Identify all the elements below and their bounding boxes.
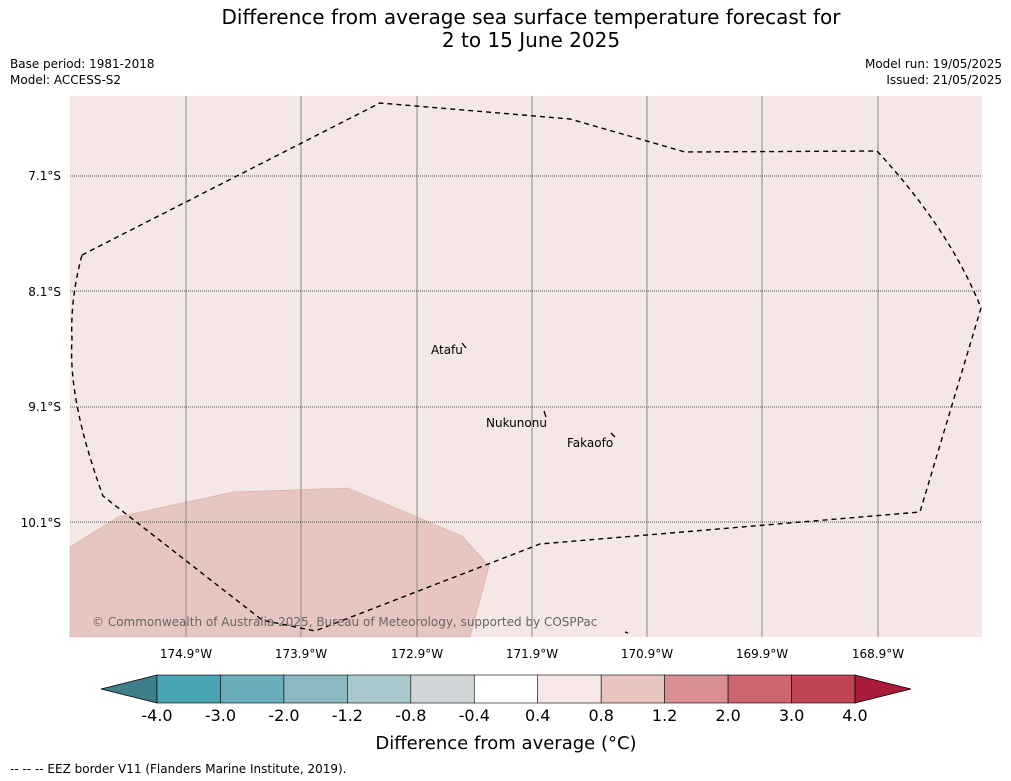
lat-label: 10.1°S (21, 516, 61, 530)
colorbar-segment (283, 674, 348, 704)
colorbar-segment (473, 674, 539, 704)
colorbar-tick-label: 2.0 (715, 706, 740, 725)
map-title: Difference from average sea surface temp… (0, 6, 1011, 52)
copyright-notice: © Commonwealth of Australia 2025, Bureau… (92, 615, 597, 629)
colorbar-segment (410, 674, 475, 704)
colorbar-segment (600, 674, 665, 704)
island-marks (461, 342, 629, 634)
lat-label: 7.1°S (28, 169, 61, 183)
lon-label: 170.9°W (621, 647, 673, 661)
colorbar-tick-label: -0.4 (459, 706, 490, 725)
colorbar-extend-high (854, 674, 912, 704)
lat-label: 8.1°S (28, 285, 61, 299)
warm-anomaly-patch (69, 487, 490, 638)
colorbar-extend-low (100, 674, 158, 704)
colorbar-tick-label: 0.4 (525, 706, 550, 725)
colorbar-segment (664, 674, 729, 704)
eez-border (70, 102, 982, 632)
model-run: Model run: 19/05/2025 (864, 57, 1002, 71)
colorbar-tick-label: -2.0 (268, 706, 299, 725)
colorbar-tick-label: 0.8 (588, 706, 613, 725)
longitude-gridlines (185, 96, 879, 637)
fakaofo-island-mark (610, 432, 616, 438)
colorbar-tick-label: 1.2 (652, 706, 677, 725)
lat-label: 9.1°S (28, 400, 61, 414)
lon-label: 169.9°W (736, 647, 788, 661)
latitude-gridlines (70, 175, 982, 523)
meta-left: Base period: 1981-2018 Model: ACCESS-S2 (10, 56, 155, 88)
title-line-2: 2 to 15 June 2025 (441, 28, 621, 52)
colorbar-label: Difference from average (°C) (375, 733, 636, 754)
nukunonu-island-mark (543, 410, 547, 418)
colorbar-tick-label: -1.2 (332, 706, 363, 725)
place-label-fakaofo: Fakaofo (567, 436, 613, 450)
model-name: Model: ACCESS-S2 (10, 73, 122, 87)
colorbar-tick-label: -3.0 (205, 706, 236, 725)
colorbar: -4.0 -3.0 -2.0 -1.2 -0.8 -0.4 0.4 0.8 1.2 2.0 3.0 4… (100, 674, 912, 725)
colorbar-tick-label: -4.0 (141, 706, 172, 725)
colorbar-tick-label: 4.0 (842, 706, 867, 725)
colorbar-tick-label: 3.0 (779, 706, 804, 725)
meta-right: Model run: 19/05/2025 Issued: 21/05/2025 (865, 56, 1002, 88)
colorbar-segment (791, 674, 856, 704)
place-label-atafu: Atafu (431, 343, 463, 357)
colorbar-segment (156, 674, 221, 704)
lon-label: 172.9°W (391, 647, 443, 661)
colorbar-segment (727, 674, 792, 704)
atafu-island-mark (461, 342, 467, 349)
colorbar-segment (537, 674, 602, 704)
colorbar-segment (220, 674, 285, 704)
lon-label: 168.9°W (852, 647, 904, 661)
lon-label: 173.9°W (275, 647, 327, 661)
place-label-nukunonu: Nukunonu (486, 416, 547, 430)
base-period: Base period: 1981-2018 (10, 57, 155, 71)
issued-date: Issued: 21/05/2025 (886, 73, 1002, 87)
colorbar-tick-label: -0.8 (395, 706, 426, 725)
lon-label: 174.9°W (160, 647, 212, 661)
small-island-mark (624, 631, 629, 634)
colorbar-segment (347, 674, 412, 704)
lon-label: 171.9°W (506, 647, 558, 661)
title-line-1: Difference from average sea surface temp… (221, 5, 841, 29)
eez-legend-note: -- -- -- EEZ border V11 (Flanders Marine… (10, 762, 347, 776)
